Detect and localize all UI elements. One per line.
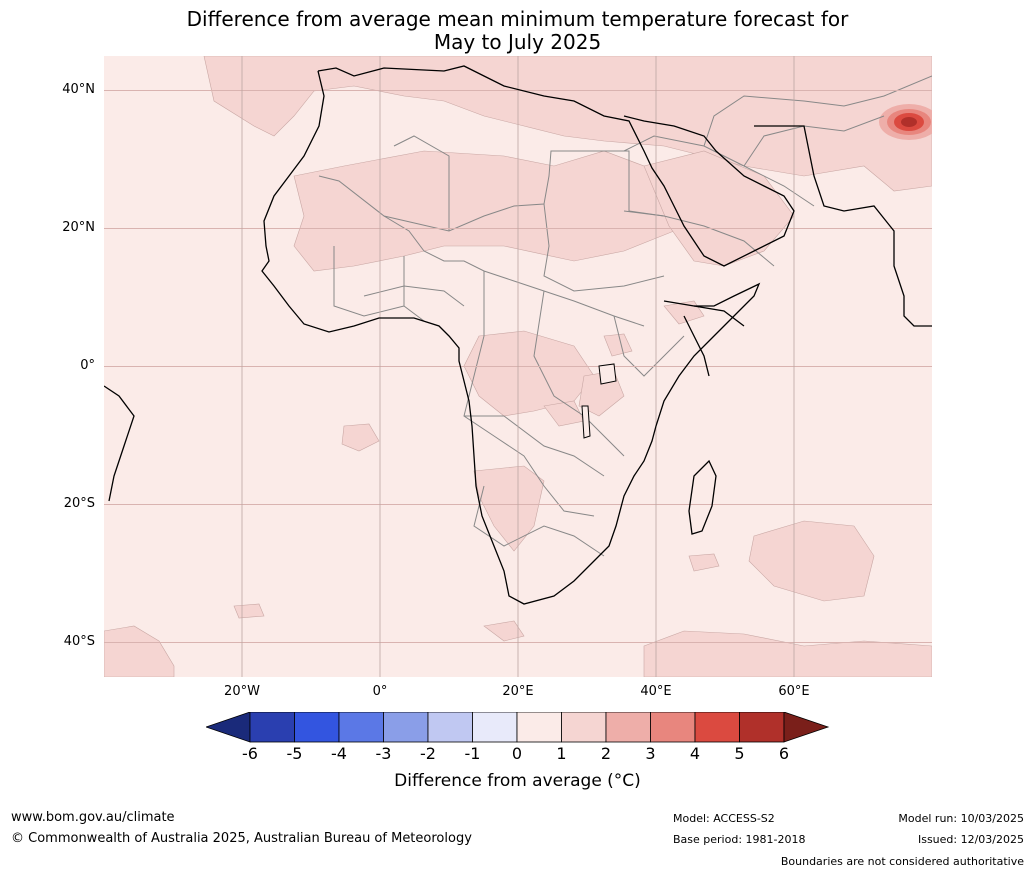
colorbar-segments	[206, 712, 830, 743]
lon-label-60e: 60°E	[778, 684, 810, 699]
colorbar-segment	[605, 712, 651, 743]
colorbar-segment	[561, 712, 607, 743]
colorbar-tick-label: 3	[645, 744, 656, 763]
title-line-2: May to July 2025	[433, 30, 602, 54]
colorbar-segment	[383, 712, 429, 743]
lon-label-20w: 20°W	[224, 684, 260, 699]
colorbar-tick-label: 6	[778, 744, 790, 763]
website-link[interactable]: www.bom.gov.au/climate	[11, 810, 175, 825]
coastlines	[104, 65, 932, 605]
boundaries-disclaimer: Boundaries are not considered authoritat…	[780, 855, 1024, 868]
anomaly-map	[104, 56, 932, 677]
colorbar-tick-label: 2	[600, 744, 612, 763]
colorbar-tick-label: -2	[420, 744, 436, 763]
copyright-text: © Commonwealth of Australia 2025, Austra…	[11, 831, 472, 846]
lon-label-0: 0°	[372, 684, 388, 699]
colorbar-tick-label: -6	[242, 744, 258, 763]
map-panel	[104, 56, 932, 677]
colorbar-tick-label: 1	[556, 744, 567, 763]
colorbar-tick-label: 5	[734, 744, 745, 763]
colorbar-segment	[427, 712, 473, 743]
title-line-1: Difference from average mean minimum tem…	[186, 7, 849, 31]
colorbar-tick-label: 4	[689, 744, 701, 763]
lon-label-20e: 20°E	[502, 684, 534, 699]
base-period: Base period: 1981-2018	[673, 833, 806, 846]
colorbar-segment	[472, 712, 518, 743]
colorbar-segment	[294, 712, 340, 743]
issued-date: Issued: 12/03/2025	[917, 833, 1024, 846]
colorbar-segment	[249, 712, 295, 743]
lakes	[581, 363, 617, 439]
model-name: Model: ACCESS-S2	[673, 812, 775, 825]
colorbar-label: Difference from average (°C)	[394, 771, 641, 791]
lat-label-equator: 0°	[80, 358, 95, 373]
colorbar-tick-label: -3	[375, 744, 392, 763]
colorbar-tick-label: -1	[464, 744, 481, 763]
colorbar-segment	[338, 712, 384, 743]
lat-label-40n: 40°N	[62, 82, 95, 97]
model-run-date: Model run: 10/03/2025	[898, 812, 1024, 825]
map-title: Difference from average mean minimum tem…	[0, 8, 1035, 54]
lon-label-40e: 40°E	[640, 684, 672, 699]
lat-label-20s: 20°S	[63, 496, 95, 511]
colorbar-segment	[739, 712, 785, 743]
map-meridians	[241, 56, 795, 677]
colorbar-segment	[650, 712, 696, 743]
colorbar-extend-high	[783, 712, 830, 743]
colorbar-tick-label: -5	[286, 744, 303, 763]
colorbar-extend-low	[206, 712, 251, 743]
colorbar-segment	[516, 712, 562, 743]
colorbar	[206, 712, 830, 743]
colorbar-tick-label: 0	[511, 744, 523, 763]
lat-label-20n: 20°N	[62, 220, 95, 235]
colorbar-tick-label: -4	[331, 744, 347, 763]
lat-label-40s: 40°S	[63, 634, 95, 649]
colorbar-segment	[694, 712, 740, 743]
anomaly-hotspot	[879, 104, 932, 140]
